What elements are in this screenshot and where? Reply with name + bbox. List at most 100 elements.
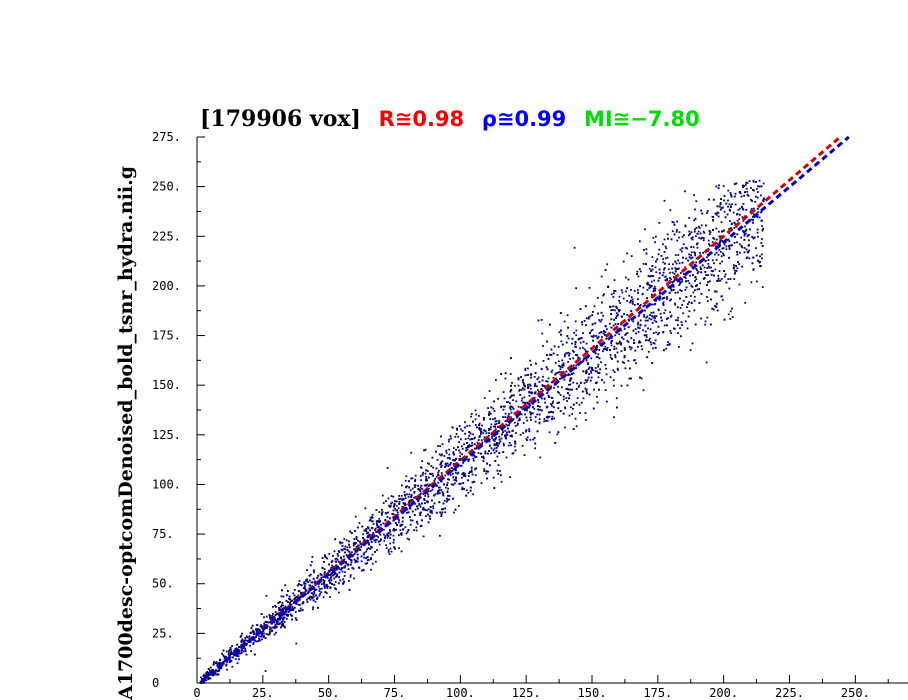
scatter-point	[284, 606, 286, 609]
scatter-point	[590, 371, 593, 374]
y-tick-label: 200.	[152, 279, 181, 293]
scatter-point	[668, 263, 670, 266]
scatter-point	[657, 253, 660, 256]
scatter-point	[648, 339, 650, 342]
scatter-point	[273, 621, 276, 624]
scatter-point	[650, 285, 653, 287]
scatter-point	[452, 468, 455, 470]
scatter-point	[228, 655, 231, 658]
scatter-point	[285, 599, 288, 602]
scatter-point	[281, 620, 283, 623]
scatter-point	[717, 215, 720, 218]
scatter-point	[406, 493, 408, 496]
scatter-point	[645, 263, 647, 265]
scatter-point	[497, 397, 499, 400]
scatter-point	[307, 592, 309, 595]
scatter-point	[649, 275, 652, 278]
scatter-point	[372, 523, 375, 525]
scatter-point	[545, 406, 548, 409]
scatter-point	[582, 340, 585, 343]
scatter-point	[250, 627, 253, 630]
scatter-point	[674, 303, 677, 306]
scatter-point	[600, 361, 602, 364]
scatter-point	[729, 244, 732, 247]
scatter-point	[350, 559, 353, 562]
scatter-point	[507, 427, 509, 430]
scatter-point	[306, 598, 308, 601]
scatter-point	[669, 271, 671, 274]
scatter-point	[400, 497, 402, 500]
scatter-point	[523, 454, 526, 456]
scatter-point	[681, 261, 684, 264]
scatter-point	[308, 597, 311, 600]
scatter-point	[326, 587, 329, 589]
scatter-point	[638, 268, 641, 270]
scatter-point	[521, 408, 524, 410]
scatter-point	[640, 345, 643, 347]
scatter-point	[479, 435, 481, 437]
scatter-point	[465, 494, 468, 497]
scatter-point	[343, 558, 346, 561]
x-tick-label: 250.	[841, 686, 870, 700]
scatter-point	[444, 463, 447, 466]
scatter-point	[255, 628, 257, 630]
scatter-point	[422, 493, 425, 495]
scatter-point	[582, 397, 585, 400]
scatter-point	[474, 456, 477, 459]
scatter-point	[572, 349, 574, 352]
scatter-point	[486, 477, 488, 480]
scatter-point	[636, 323, 639, 326]
scatter-point	[610, 313, 612, 315]
scatter-point	[265, 594, 268, 597]
scatter-point	[324, 555, 326, 558]
scatter-point	[352, 553, 355, 556]
scatter-point	[626, 287, 628, 290]
scatter-point	[390, 502, 393, 505]
scatter-point	[318, 590, 321, 592]
scatter-point	[558, 371, 561, 373]
scatter-point	[627, 326, 630, 329]
scatter-point	[534, 420, 537, 423]
scatter-point	[234, 658, 237, 660]
scatter-point	[746, 251, 749, 254]
scatter-point	[744, 230, 747, 233]
scatter-point	[215, 661, 218, 663]
scatter-point	[752, 189, 754, 191]
scatter-point	[690, 246, 692, 248]
scatter-point	[405, 511, 408, 514]
scatter-point	[367, 527, 370, 530]
scatter-point	[600, 311, 603, 314]
scatter-point	[231, 665, 234, 668]
y-tick-label: 275.	[152, 130, 181, 144]
scatter-point	[503, 405, 506, 408]
scatter-point	[760, 219, 763, 222]
scatter-point	[637, 321, 640, 324]
scatter-point	[434, 478, 437, 480]
scatter-point	[261, 627, 264, 630]
scatter-point	[413, 484, 416, 487]
scatter-point	[529, 359, 532, 362]
scatter-point	[421, 519, 423, 522]
scatter-point	[444, 466, 446, 468]
scatter-point	[588, 393, 591, 396]
scatter-point	[760, 194, 762, 197]
scatter-point	[422, 471, 424, 474]
scatter-point	[745, 208, 748, 211]
scatter-point	[528, 390, 531, 393]
scatter-point	[362, 537, 364, 539]
scatter-point	[705, 224, 707, 227]
scatter-point	[752, 207, 755, 210]
scatter-point	[510, 405, 513, 408]
scatter-point	[431, 512, 433, 514]
scatter-point	[677, 291, 679, 294]
scatter-point	[705, 274, 707, 276]
scatter-point	[551, 381, 553, 384]
scatter-point	[233, 650, 235, 652]
scatter-point	[696, 272, 699, 275]
scatter-point	[414, 478, 417, 481]
scatter-point	[677, 316, 679, 319]
scatter-point	[290, 600, 292, 603]
scatter-point	[619, 327, 622, 330]
scatter-point	[591, 366, 593, 369]
scatter-point	[659, 297, 661, 300]
